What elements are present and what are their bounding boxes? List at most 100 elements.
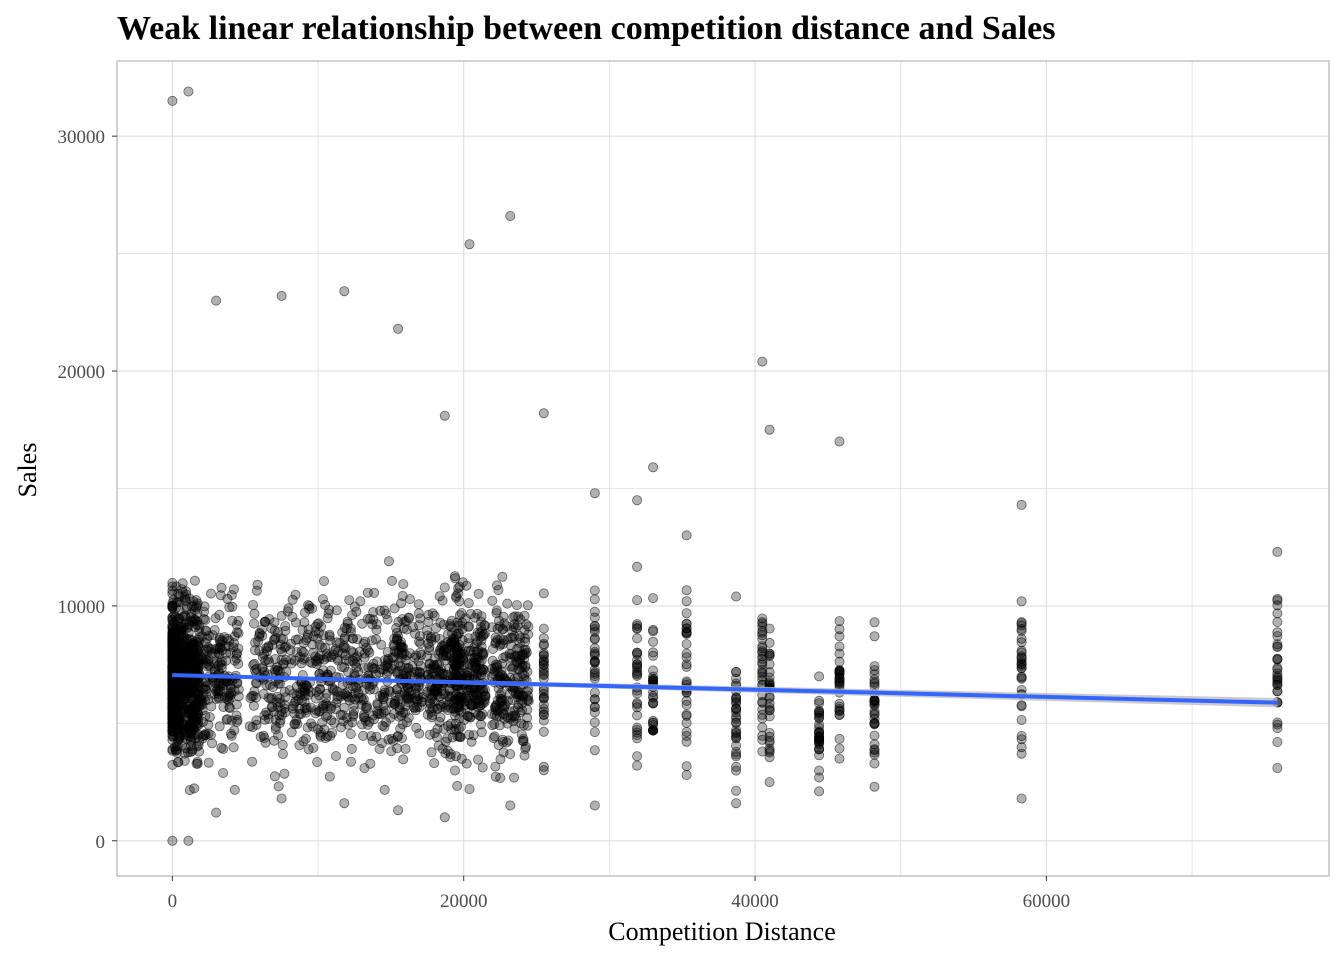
data-point	[333, 655, 344, 666]
data-point	[491, 580, 502, 591]
data-point	[487, 720, 498, 731]
data-point	[428, 703, 439, 714]
chart-title: Weak linear relationship between competi…	[117, 10, 1056, 47]
data-point	[426, 685, 437, 696]
data-point	[439, 410, 450, 421]
data-point	[496, 688, 507, 699]
data-point	[731, 591, 742, 602]
data-point	[451, 751, 462, 762]
data-point	[318, 576, 329, 587]
data-point	[380, 660, 391, 671]
data-point	[344, 595, 355, 606]
data-point	[203, 757, 214, 768]
data-point	[589, 745, 600, 756]
data-point	[359, 763, 370, 774]
data-point	[538, 408, 549, 419]
data-point	[487, 655, 498, 666]
data-point	[454, 610, 465, 621]
data-point	[731, 785, 742, 796]
data-point	[205, 588, 216, 599]
data-point	[475, 711, 486, 722]
data-point	[167, 581, 178, 592]
data-point	[439, 582, 450, 593]
data-point	[383, 734, 394, 745]
data-point	[380, 717, 391, 728]
data-point	[461, 580, 472, 591]
data-point	[589, 707, 600, 718]
data-point	[280, 692, 291, 703]
data-point	[181, 655, 192, 666]
data-point	[764, 623, 775, 634]
data-point	[814, 765, 825, 776]
data-point	[222, 593, 233, 604]
data-point	[252, 579, 263, 590]
data-point	[227, 601, 238, 612]
data-point	[264, 657, 275, 668]
data-point	[294, 652, 305, 663]
data-point	[180, 619, 191, 630]
data-point	[471, 690, 482, 701]
data-point	[393, 644, 404, 655]
data-point	[317, 594, 328, 605]
data-point	[538, 623, 549, 634]
data-point	[298, 736, 309, 747]
data-point	[632, 561, 643, 572]
data-point	[452, 649, 463, 660]
data-point	[757, 617, 768, 628]
data-point	[233, 628, 244, 639]
data-point	[589, 594, 600, 605]
data-point	[1272, 631, 1283, 642]
data-point	[731, 751, 742, 762]
data-point	[411, 702, 422, 713]
data-point	[311, 705, 322, 716]
data-point	[371, 624, 382, 635]
data-point	[453, 583, 464, 594]
data-point	[324, 771, 335, 782]
data-point	[341, 712, 352, 723]
data-point	[386, 746, 397, 757]
data-point	[180, 728, 191, 739]
data-point	[522, 600, 533, 611]
data-point	[254, 631, 265, 642]
data-point	[188, 638, 199, 649]
data-point	[179, 611, 190, 622]
data-point	[269, 625, 280, 636]
data-point	[276, 610, 287, 621]
y-tick-label: 30000	[58, 127, 106, 148]
data-point	[233, 615, 244, 626]
data-point	[198, 606, 209, 617]
data-point	[229, 725, 240, 736]
data-point	[632, 633, 643, 644]
data-point	[487, 622, 498, 633]
data-point	[200, 681, 211, 692]
x-axis-title: Competition Distance	[608, 917, 835, 946]
data-point	[494, 640, 505, 651]
data-point	[490, 761, 501, 772]
data-point	[270, 721, 281, 732]
data-point	[207, 738, 218, 749]
data-point	[218, 768, 229, 779]
data-point	[178, 650, 189, 661]
data-point	[764, 731, 775, 742]
data-point	[502, 634, 513, 645]
data-point	[648, 636, 659, 647]
data-point	[287, 594, 298, 605]
data-point	[632, 698, 643, 709]
data-point	[632, 595, 643, 606]
data-point	[351, 662, 362, 673]
data-point	[324, 604, 335, 615]
data-point	[203, 719, 214, 730]
data-point	[632, 751, 643, 762]
data-point	[440, 702, 451, 713]
data-point	[1016, 715, 1027, 726]
data-point	[589, 488, 600, 499]
data-point	[303, 744, 314, 755]
data-point	[324, 631, 335, 642]
data-point	[294, 703, 305, 714]
data-point	[1272, 546, 1283, 557]
data-point	[276, 290, 287, 301]
data-point	[258, 689, 269, 700]
data-point	[477, 762, 488, 773]
data-point	[261, 646, 272, 657]
